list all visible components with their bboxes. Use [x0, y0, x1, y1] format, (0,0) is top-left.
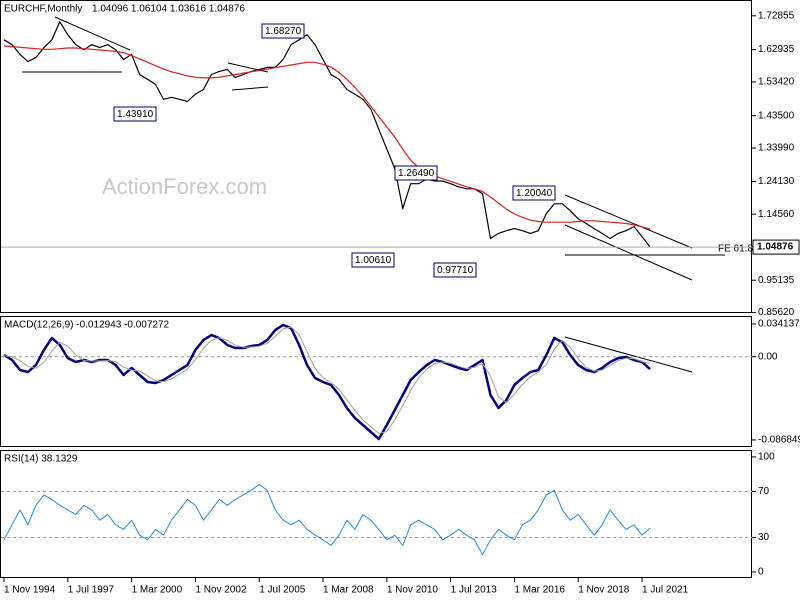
trendline: [54, 16, 131, 51]
y-tick-label: 1.33990: [758, 143, 795, 154]
series-line: [3, 326, 651, 434]
y-tick-label: 100: [758, 452, 775, 463]
annotation-box: [351, 252, 395, 268]
y-tick-label: 1.24130: [758, 176, 795, 187]
series-line: [3, 323, 651, 441]
annotation-box: [433, 262, 477, 278]
current-price-label: 1.04876: [757, 242, 794, 253]
y-tick-label: -0.086849: [758, 435, 800, 446]
x-tick-label: 1 Jul 2005: [259, 585, 306, 596]
y-tick-label: 70: [758, 486, 770, 497]
annotation-box: [261, 23, 305, 39]
series-line: [3, 45, 651, 230]
price-panel: [0, 0, 752, 313]
annotation: 1.43910: [117, 109, 154, 120]
x-tick-label: 1 Nov 2002: [195, 585, 247, 596]
x-tick-label: 1 Nov 2010: [387, 585, 439, 596]
series-line: [3, 484, 651, 556]
y-tick-label: 0.95135: [758, 275, 795, 286]
annotation: 1.00610: [355, 255, 392, 266]
trendlines: [22, 16, 725, 373]
y-tick-label: 0.85620: [758, 307, 795, 318]
annotation: 1.68270: [265, 26, 302, 37]
y-tick-label: 1.72855: [758, 10, 795, 21]
y-tick-label: 0: [758, 567, 764, 578]
x-tick-label: 1 Nov 2018: [578, 585, 630, 596]
x-tick-label: 1 Jul 2021: [642, 585, 689, 596]
annotation-box: [512, 185, 556, 201]
fe-label: FE 61.8: [718, 244, 753, 255]
macd-panel: [0, 316, 752, 447]
x-tick-label: 1 Nov 1994: [4, 585, 56, 596]
annotation-box: [113, 106, 157, 122]
current-price-box: [752, 239, 800, 255]
y-tick-label: 1.62935: [758, 44, 795, 55]
trendline: [231, 86, 269, 91]
annotation: 0.97710: [437, 265, 474, 276]
trendline: [564, 336, 693, 373]
y-tick-label: 30: [758, 532, 770, 543]
watermark: ActionForex.com: [102, 174, 267, 199]
y-tick-label: 0.00: [758, 351, 778, 362]
trendline: [564, 194, 693, 249]
x-tick-label: 1 Jul 2013: [451, 585, 498, 596]
annotation: 1.20040: [516, 188, 553, 199]
x-tick-label: 1 Mar 2016: [514, 585, 565, 596]
rsi-title: RSI(14) 38.1329: [4, 454, 78, 465]
ohlc-header: 1.04096 1.06104 1.03616 1.04876: [92, 4, 245, 15]
x-tick-label: 1 Mar 2000: [132, 585, 183, 596]
x-tick-label: 1 Jul 1997: [68, 585, 115, 596]
chart-title: EURCHF,Monthly: [4, 4, 82, 15]
y-tick-label: 0.034137: [758, 319, 800, 330]
annotation: 1.26490: [398, 168, 435, 179]
y-tick-label: 1.14560: [758, 209, 795, 220]
rsi-panel: [0, 450, 752, 578]
trendline: [564, 224, 693, 281]
y-tick-label: 1.43500: [758, 110, 795, 121]
y-tick-label: 1.53420: [758, 77, 795, 88]
annotation-box: [394, 165, 438, 181]
x-tick-label: 1 Mar 2008: [323, 585, 374, 596]
macd-title: MACD(12,26,9) -0.012943 -0.007272: [4, 320, 170, 331]
